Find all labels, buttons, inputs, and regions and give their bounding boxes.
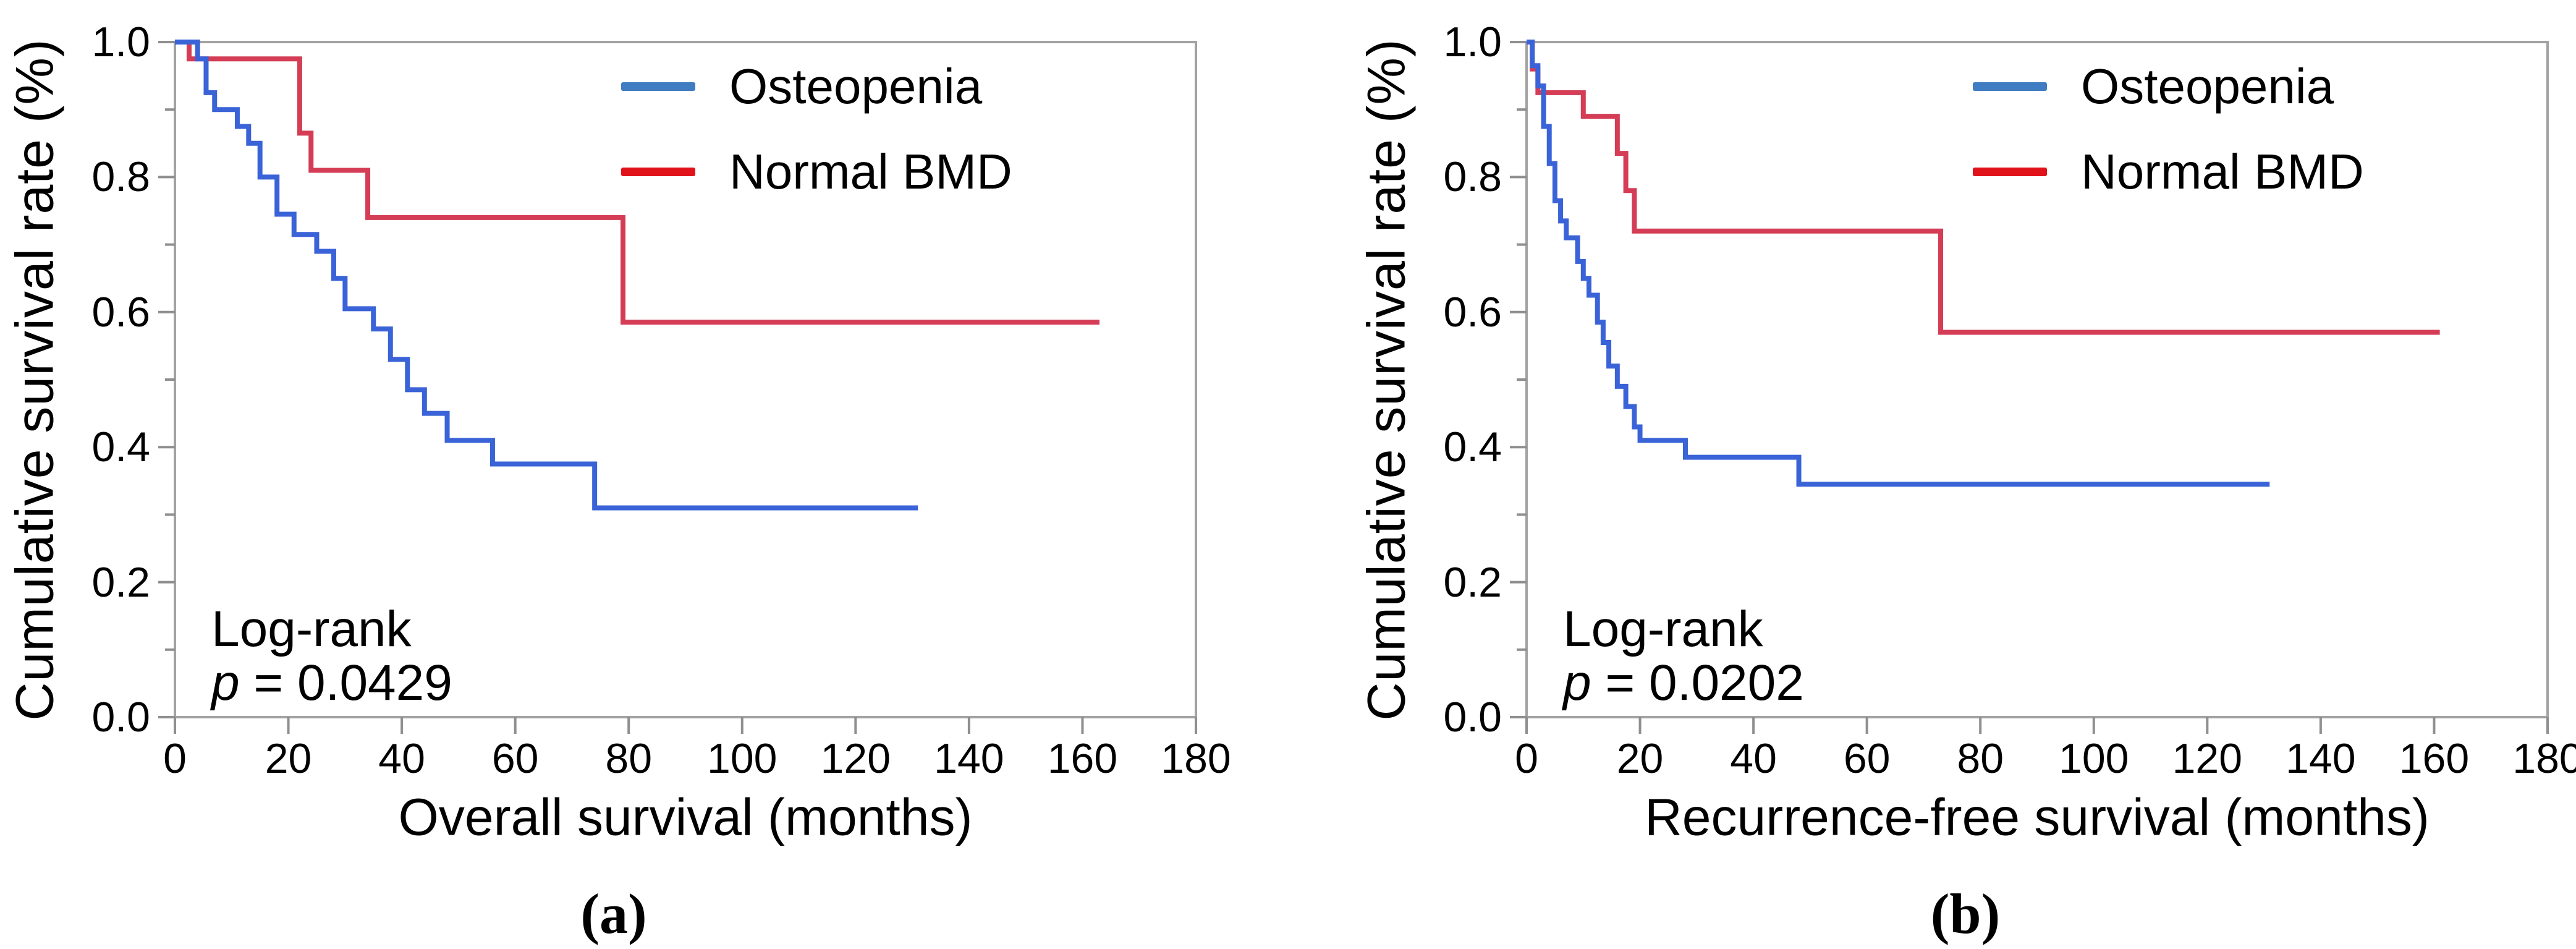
panel-b-logrank-line2: p = 0.0202 [1563, 654, 1804, 711]
panel-b-y-tick-label: 1.0 [1443, 19, 1502, 66]
panel-a-logrank-line2: p = 0.0429 [211, 654, 452, 711]
panel-a-y-tick-label: 1.0 [91, 19, 150, 66]
panel-a-x-tick-label: 160 [1047, 735, 1118, 782]
panel-b-x-axis-label: Recurrence-free survival (months) [1645, 788, 2430, 846]
panel-b-caption: (b) [1930, 882, 2001, 945]
panel-a-x-tick-label: 120 [820, 735, 891, 782]
panel-b-x-tick-label: 100 [2059, 735, 2129, 782]
panel-b-y-tick-label: 0.0 [1443, 694, 1502, 741]
panel-a-logrank-annotation: Log-rank p = 0.0429 [211, 601, 452, 711]
panel-b-logrank-line1: Log-rank [1563, 601, 1763, 657]
panel-a-x-tick-label: 80 [605, 735, 653, 782]
panel-b-x-tick-label: 180 [2512, 735, 2576, 782]
panel-a-x-tick-label: 0 [163, 735, 187, 782]
panel-b-x-tick-label: 140 [2286, 735, 2356, 782]
panel-a-plot-area [158, 40, 1197, 734]
panel-a-x-axis-label: Overall survival (months) [398, 788, 973, 846]
panel-a-legend-osteopenia-label: Osteopenia [729, 59, 983, 114]
panel-b-x-tick-label: 160 [2399, 735, 2470, 782]
panel-a-legend-normal-bmd-label: Normal BMD [729, 144, 1012, 199]
panel-b-legend-normal-bmd-swatch [1973, 168, 2047, 176]
panel-a-x-tick-label: 40 [378, 735, 425, 782]
panel-a-y-tick-label: 0.6 [91, 288, 150, 336]
panel-a-y-tick-label: 0.2 [91, 558, 150, 606]
panel-b-y-tick-label: 0.4 [1443, 423, 1502, 471]
panel-b-x-tick-label: 0 [1515, 735, 1538, 782]
panel-a-x-tick-label: 180 [1161, 735, 1231, 782]
panel-b-y-tick-label: 0.8 [1443, 153, 1502, 201]
panel-a-x-tick-label: 60 [491, 735, 539, 782]
panel-b-logrank-annotation: Log-rank p = 0.0202 [1563, 601, 1804, 711]
panel-a-logrank-line1: Log-rank [211, 601, 412, 657]
panel-a-y-tick-label: 0.4 [91, 423, 150, 471]
panel-b-x-tick-label: 40 [1730, 735, 1777, 782]
panel-a-legend-osteopenia-swatch [621, 82, 695, 91]
panel-a-y-tick-label: 0.8 [91, 153, 150, 201]
panel-b-y-tick-label: 0.6 [1443, 288, 1502, 336]
panel-a-caption: (a) [580, 882, 647, 945]
panel-b-legend-osteopenia-label: Osteopenia [2081, 59, 2334, 114]
panel-b-x-tick-label: 60 [1843, 735, 1891, 782]
panel-a-y-axis-label: Cumulative survival rate (%) [5, 38, 65, 721]
panel-a-x-tick-label: 20 [265, 735, 312, 782]
panel-a-x-tick-label: 140 [934, 735, 1004, 782]
panel-a-x-tick-label: 100 [707, 735, 777, 782]
panel-b-x-tick-label: 120 [2172, 735, 2243, 782]
panel-b-legend-osteopenia-swatch [1973, 82, 2047, 91]
panel-b-x-tick-label: 20 [1616, 735, 1664, 782]
panel-a-legend-normal-bmd-swatch [621, 168, 695, 176]
panel-b-x-tick-label: 80 [1957, 735, 2004, 782]
panel-b-legend-normal-bmd-label: Normal BMD [2081, 144, 2364, 199]
panel-a-y-tick-label: 0.0 [91, 694, 150, 741]
panel-b-plot-area [1510, 40, 2549, 734]
panel-b-y-tick-label: 0.2 [1443, 558, 1502, 606]
panel-b-y-axis-label: Cumulative survival rate (%) [1357, 38, 1417, 721]
